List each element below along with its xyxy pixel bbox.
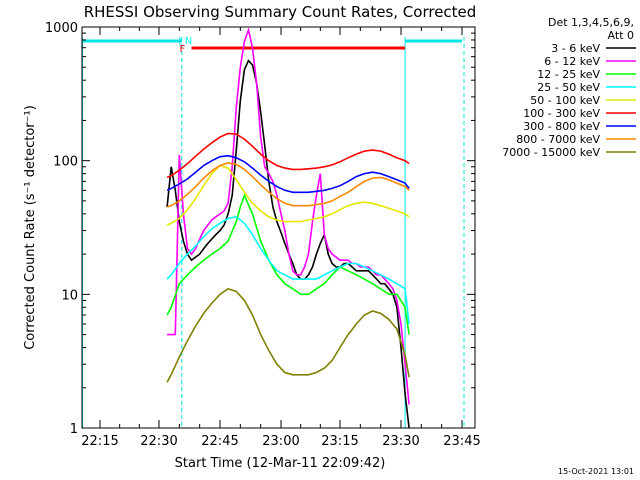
flag-label-F: F (180, 44, 186, 55)
legend-label-7: 800 - 7000 keV (516, 133, 600, 146)
x-tick-label-6: 23:45 (443, 434, 480, 449)
legend-header-0: Det 1,3,4,5,6,9, (548, 16, 634, 29)
x-tick-label-3: 23:00 (262, 434, 299, 449)
x-tick-label-1: 22:30 (140, 434, 177, 449)
plot-frame (81, 26, 476, 429)
x-axis-label: Start Time (12-Mar-11 22:09:42) (175, 456, 386, 471)
x-tick-label-4: 23:15 (321, 434, 358, 449)
x-tick-label-0: 22:15 (81, 434, 118, 449)
y-tick-label-1: 10 (61, 288, 78, 303)
x-tick-label-5: 23:30 (382, 434, 419, 449)
series-line-2 (166, 193, 410, 335)
footer-date: 15-Oct-2021 13:01 (558, 467, 634, 476)
y-axis-label: Corrected Count Rate (s⁻¹ detector⁻¹) (23, 105, 38, 350)
y-tick-label-2: 100 (53, 155, 78, 170)
legend-label-6: 300 - 800 keV (523, 120, 600, 133)
x-tick-label-2: 22:45 (201, 434, 238, 449)
series-line-8 (166, 287, 410, 383)
series-line-3 (166, 215, 410, 325)
series-line-6 (166, 154, 410, 194)
series-line-9 (166, 132, 410, 179)
legend-label-1: 6 - 12 keV (544, 55, 600, 68)
y-tick-label-3: 1000 (45, 21, 78, 36)
legend-label-5: 100 - 300 keV (523, 107, 600, 120)
y-tick-label-0: 1 (70, 422, 78, 437)
legend-label-8: 7000 - 15000 keV (502, 146, 600, 159)
legend-label-3: 25 - 50 keV (537, 81, 600, 94)
legend-label-4: 50 - 100 keV (530, 94, 600, 107)
series-line-7 (166, 162, 410, 208)
chart-title: RHESSI Observing Summary Count Rates, Co… (84, 3, 477, 21)
flag-label-N: N (185, 36, 192, 47)
legend-header-1: Att 0 (608, 29, 634, 42)
legend-label-0: 3 - 6 keV (551, 42, 600, 55)
series-line-4 (166, 164, 410, 226)
legend-label-2: 12 - 25 keV (537, 68, 600, 81)
series-line-1 (167, 27, 410, 405)
